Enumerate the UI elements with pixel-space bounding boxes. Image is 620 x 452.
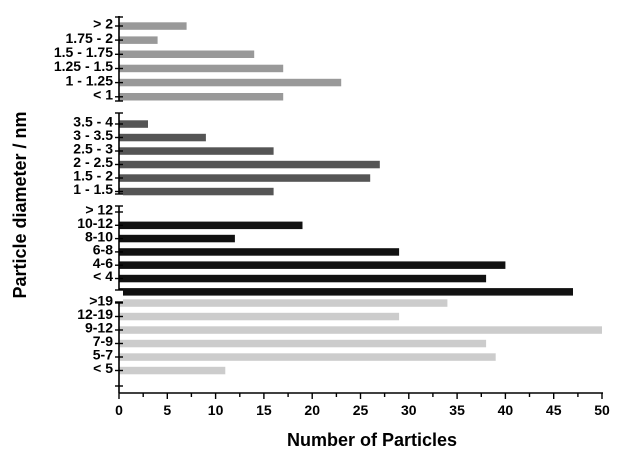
y-tick-label: 8-10 <box>85 228 113 244</box>
bar-g4-2 <box>119 312 400 321</box>
y-tick-label: 2.5 - 3 <box>73 141 113 157</box>
bar-g3-3 <box>119 234 235 243</box>
x-tick-label: 25 <box>353 402 369 418</box>
y-axis-title: Particle diameter / nm <box>10 111 30 298</box>
x-tick-label: 35 <box>449 402 465 418</box>
y-tick-label: 6-8 <box>93 242 113 258</box>
bar-g2-6 <box>119 187 274 196</box>
y-tick-label: 1.5 - 2 <box>73 168 113 184</box>
x-axis-title: Number of Particles <box>287 430 457 450</box>
y-tick-label: 1.75 - 2 <box>66 30 114 46</box>
y-tick-label: 4-6 <box>93 255 113 271</box>
bar-g1-4 <box>119 64 284 73</box>
x-tick-label: 50 <box>594 402 610 418</box>
bar-g4-6 <box>119 366 226 375</box>
bar-g1-2 <box>119 36 158 44</box>
x-tick-label: 0 <box>115 402 123 418</box>
axis-break-gap <box>115 194 123 206</box>
y-tick-label: 1.5 - 1.75 <box>54 44 113 60</box>
bar-g3-2 <box>119 221 303 230</box>
y-tick-label: 1 - 1.5 <box>73 181 113 197</box>
x-axis-tick-labels: 0 5 10 15 20 25 30 35 40 45 50 <box>115 402 610 418</box>
x-axis-ticks <box>118 393 603 399</box>
y-tick-label: 3.5 - 4 <box>73 114 113 130</box>
y-tick-label: 7-9 <box>93 333 113 349</box>
y-tick-label: < 4 <box>93 268 113 284</box>
y-tick-label: 1 - 1.25 <box>66 72 114 88</box>
bar-g3-4 <box>119 248 400 256</box>
y-tick-label: 9-12 <box>85 320 113 336</box>
y-tick-label: 12-19 <box>77 306 113 322</box>
y-tick-label: >19 <box>89 293 113 309</box>
y-tick-label: 2 - 2.5 <box>73 154 113 170</box>
y-tick-label: > 12 <box>85 202 113 218</box>
bar-g4-1 <box>119 299 448 307</box>
bars-layer <box>119 22 602 375</box>
y-tick-label: 5-7 <box>93 347 113 363</box>
x-tick-label: 45 <box>546 402 562 418</box>
y-tick-label: 10-12 <box>77 215 113 231</box>
bar-g4-5 <box>119 353 496 361</box>
y-tick-label: > 2 <box>93 16 113 32</box>
bar-g4-3 <box>119 326 602 334</box>
axis-break-gap <box>115 290 123 302</box>
x-tick-label: 20 <box>304 402 320 418</box>
y-tick-label: 3 - 3.5 <box>73 127 113 143</box>
x-tick-label: 5 <box>163 402 171 418</box>
x-tick-label: 40 <box>498 402 514 418</box>
axis-break-gap <box>115 101 123 113</box>
bar-g2-5 <box>119 174 371 182</box>
y-tick-label: < 1 <box>93 87 113 103</box>
bar-g2-1 <box>119 120 148 128</box>
bar-g1-3 <box>119 50 255 58</box>
bar-g1-1 <box>119 22 187 30</box>
bar-g1-6 <box>119 93 284 101</box>
y-tick-label: < 5 <box>93 360 113 376</box>
y-tick-label: 1.25 - 1.5 <box>54 58 113 74</box>
bar-g3-7 <box>119 288 573 296</box>
y-axis-tick-labels: > 21.75 - 21.5 - 1.751.25 - 1.51 - 1.25<… <box>54 16 113 377</box>
bar-g3-6 <box>119 274 487 283</box>
bar-g4-4 <box>119 339 487 348</box>
bar-g2-4 <box>119 160 380 169</box>
x-tick-label: 30 <box>401 402 417 418</box>
bar-g2-2 <box>119 133 206 142</box>
x-tick-label: 10 <box>208 402 224 418</box>
axis-breaks <box>115 100 123 303</box>
bar-g2-3 <box>119 147 274 155</box>
bar-g3-5 <box>119 261 506 269</box>
x-tick-label: 15 <box>256 402 272 418</box>
bar-g1-5 <box>119 78 342 87</box>
